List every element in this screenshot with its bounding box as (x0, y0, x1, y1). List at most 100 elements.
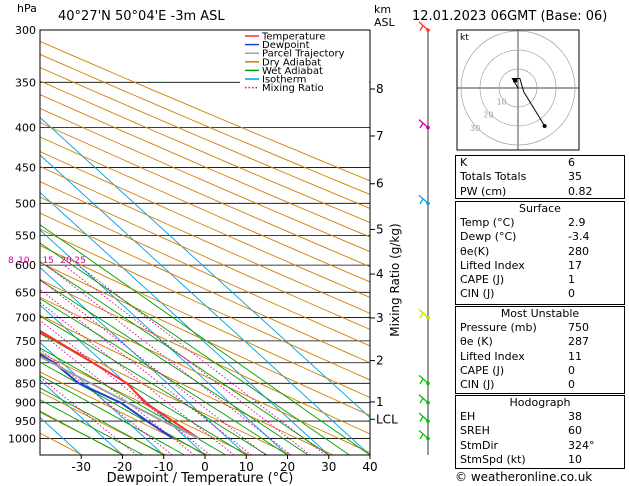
height-unit-label: km (374, 3, 392, 16)
temperature-axis: -30 -20 -10 0 10 20 30 40 (71, 455, 378, 474)
hodograph-ring-label: 10 (497, 97, 507, 106)
mixing-ratio-labels: 12346810152025 (8, 256, 86, 266)
temperature-tick-label: -30 (71, 460, 91, 474)
mixing-ratio-line (40, 278, 266, 455)
most-unstable-value: 750 (568, 321, 589, 334)
hodograph-stat-row: SREH 60 (456, 424, 624, 438)
hodograph-end-dot (542, 124, 547, 128)
surface-value: 1 (568, 273, 575, 287)
hodograph-ring (479, 49, 557, 127)
most-unstable-title: Most Unstable (500, 307, 580, 320)
pressure-tick-label: 350 (15, 76, 36, 89)
most-unstable-value: 287 (568, 335, 589, 349)
wind-barb (418, 429, 429, 440)
surface-label: Dewp (°C) (460, 230, 517, 244)
pressure-tick-label: 500 (15, 197, 36, 210)
surface-panel: Surface Temp (°C) 2.9 Dewp (°C) -3.4 θe(K) 28… (455, 201, 625, 305)
wind-barb (418, 194, 429, 205)
pressure-tick-label: 450 (15, 162, 36, 175)
legend-label: Temperature (261, 32, 325, 43)
mixing-ratio-line (40, 288, 252, 455)
wet-adiabat-line (40, 399, 144, 455)
wet-adiabat-line (40, 347, 226, 455)
mixing-ratio-label: 10 (18, 256, 30, 266)
hodograph-table-title: Hodograph (509, 396, 571, 409)
mixing-ratio-line (77, 264, 326, 455)
parcel-trajectory (40, 355, 200, 440)
dry-adiabat-line (40, 333, 292, 455)
legend-label: Mixing Ratio (262, 83, 324, 94)
wind-barb (418, 308, 429, 319)
temperature-profile (40, 329, 200, 440)
most-unstable-row: CAPE (J) 0 (456, 364, 624, 378)
dewpoint-profile (40, 353, 174, 440)
dry-adiabat-line (40, 165, 370, 314)
index-label: Totals Totals (460, 170, 527, 184)
wet-adiabat-line (40, 261, 330, 455)
height-axis: 8 7 6 5 4 3 2 1 LCL (370, 82, 398, 426)
index-value: 0.82 (568, 184, 593, 198)
mixing-ratio-label: 15 (42, 256, 53, 266)
surface-title: Surface (519, 202, 561, 215)
height-tick-label: 7 (376, 129, 384, 143)
x-axis-label: Dewpoint / Temperature (°C) (107, 471, 294, 486)
surface-row: CAPE (J) 1 (456, 273, 624, 287)
isotherm-line (40, 379, 123, 455)
height-tick-label: 5 (376, 222, 384, 236)
mixing-ratio-label: 25 (74, 256, 85, 266)
wind-barb-dot (426, 400, 430, 405)
index-value: 6 (568, 156, 575, 169)
surface-row: Temp (°C) 2.9 (456, 216, 624, 230)
dry-adiabat-line (40, 53, 370, 195)
wind-barb (418, 412, 429, 422)
footer-credit: © weatheronline.co.uk (455, 470, 593, 484)
wind-barb-dot (426, 381, 430, 386)
surface-row: Lifted Index 17 (456, 259, 624, 273)
dry-adiabat-line (40, 279, 370, 435)
pressure-axis: 300 350 400 450 500 550 600 650 700 750 800 850 900 9… (8, 24, 36, 445)
wind-barb (418, 21, 429, 31)
isotherm-line (40, 266, 247, 455)
hodograph-stat-row: StmDir 324° (456, 439, 624, 453)
pressure-tick-label: 300 (15, 24, 36, 37)
dry-adiabat-line (40, 391, 166, 455)
pressure-tick-label: 950 (15, 415, 36, 428)
hodograph-stat-value: 60 (568, 424, 582, 438)
surface-label: CIN (J) (460, 287, 495, 301)
isotherm-line (40, 229, 288, 455)
wind-barb (418, 119, 429, 129)
dry-adiabat-line (40, 94, 370, 238)
most-unstable-row: Lifted Index 11 (456, 350, 624, 364)
wet-adiabat-line (40, 375, 185, 455)
most-unstable-panel: Most Unstable Pressure (mb) 750 θe (K) 287 L… (455, 306, 625, 394)
surface-value: 0 (568, 287, 575, 301)
hodograph-stat-row: EH 38 (456, 410, 624, 424)
height-tick-label: 1 (376, 395, 384, 409)
pressure-unit-label: hPa (17, 2, 37, 15)
dry-adiabat-line (40, 40, 370, 182)
legend-label: Parcel Trajectory (262, 49, 345, 60)
isotherm-line (40, 116, 370, 419)
dry-adiabat-line (40, 296, 370, 454)
most-unstable-label: θe (K) (460, 335, 493, 349)
surface-value: -3.4 (568, 230, 590, 244)
most-unstable-row: θe (K) 287 (456, 335, 624, 349)
pressure-tick-label: 900 (15, 397, 36, 410)
most-unstable-label: Lifted Index (460, 349, 525, 363)
dry-adiabat-line (40, 314, 334, 455)
hodograph-ring (460, 30, 576, 146)
plot-area (40, 30, 370, 455)
pressure-tick-label: 800 (15, 357, 36, 370)
index-label: K (460, 156, 468, 169)
surface-row: Dewp (°C) -3.4 (456, 230, 624, 244)
storm-motion-marker (513, 78, 518, 83)
wet-adiabat-line (40, 315, 268, 455)
index-row: PW (cm) 0.82 (456, 185, 624, 199)
legend-label: Isotherm (262, 75, 306, 86)
dry-adiabat-line (40, 181, 370, 330)
isotherm-line (40, 191, 330, 455)
pressure-tick-label: 750 (15, 335, 36, 348)
legend-label: Dewpoint (262, 40, 310, 51)
height-tick-label: 3 (376, 311, 384, 325)
